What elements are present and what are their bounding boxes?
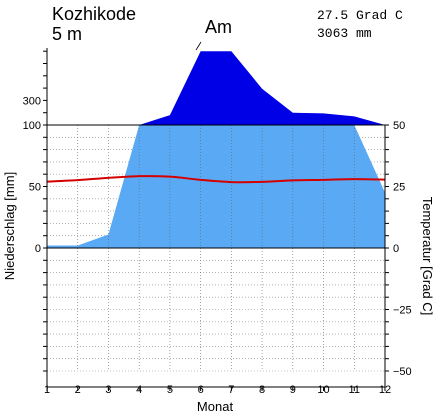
left-tick-label: 100 (23, 120, 41, 132)
x-tick-label: 8 (259, 384, 265, 396)
left-axis-label: Niederschlag [mm] (2, 172, 17, 280)
right-tick-label: −25 (393, 305, 412, 317)
left-tick-label: 50 (29, 182, 41, 194)
x-tick-label: 4 (136, 384, 142, 396)
x-tick-label: 6 (198, 384, 204, 396)
x-tick-label: 9 (290, 384, 296, 396)
precipitation-area-above-100 (47, 51, 385, 126)
station-elevation: 5 m (52, 24, 82, 44)
right-tick-label: −50 (393, 366, 412, 378)
x-tick-label: 11 (349, 384, 360, 396)
right-tick-label: 50 (393, 120, 405, 132)
mean-temperature: 27.5 Grad C (317, 8, 403, 23)
x-tick-label: 1 (44, 384, 50, 396)
right-axis-label: Temperatur [Grad C] (420, 197, 435, 316)
temperature-line (46, 175, 386, 184)
climate-class-marker (195, 41, 202, 51)
left-tick-label: 0 (35, 243, 41, 255)
right-tick-label: 0 (393, 243, 399, 255)
right-tick-label: 25 (393, 182, 405, 194)
station-name: Kozhikode (52, 4, 136, 24)
left-tick-label: 300 (23, 95, 41, 107)
climate-class: Am (205, 17, 232, 37)
x-tick-label: 12 (379, 384, 391, 396)
x-tick-label: 5 (167, 384, 173, 396)
precipitation-area (47, 125, 385, 248)
x-tick-label: 7 (228, 384, 234, 396)
x-tick-label: 3 (105, 384, 111, 396)
x-tick-label: 2 (75, 384, 81, 396)
x-tick-label: 10 (317, 384, 329, 396)
annual-precipitation: 3063 mm (317, 26, 372, 41)
x-axis-label: Monat (197, 399, 234, 414)
